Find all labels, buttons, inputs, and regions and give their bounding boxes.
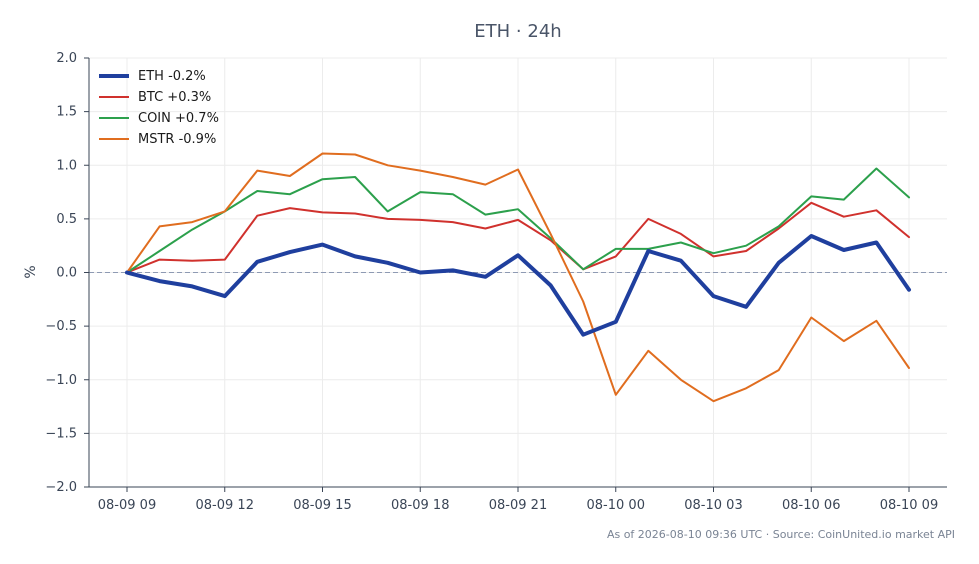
y-tick-label: −1.5 xyxy=(45,426,77,441)
x-tick-label: 08-09 09 xyxy=(98,498,156,513)
source-footer: As of 2026-08-10 09:36 UTC · Source: Coi… xyxy=(607,528,955,541)
x-tick-label: 08-10 00 xyxy=(587,498,645,513)
chart-title: ETH · 24h xyxy=(474,21,561,42)
legend: ETH -0.2% BTC +0.3% COIN +0.7% MSTR -0.9% xyxy=(99,69,219,147)
y-tick-label: 2.0 xyxy=(56,51,77,66)
legend-label: COIN +0.7% xyxy=(138,111,219,126)
y-tick-label: −0.5 xyxy=(45,319,77,334)
x-tick-label: 08-09 18 xyxy=(391,498,449,513)
y-tick-label: 0.5 xyxy=(56,212,77,227)
series-layer xyxy=(125,152,911,403)
y-tick-label: −1.0 xyxy=(45,373,77,388)
series-line-coin xyxy=(126,167,910,274)
y-tick-label: −2.0 xyxy=(45,480,77,495)
legend-label: MSTR -0.9% xyxy=(138,132,216,147)
x-tick-label: 08-10 06 xyxy=(782,498,840,513)
legend-label: BTC +0.3% xyxy=(138,90,211,105)
y-tick-label: 0.0 xyxy=(56,266,77,281)
y-axis-label: % xyxy=(23,265,39,278)
series-line-mstr xyxy=(126,152,910,403)
series-line-btc xyxy=(126,201,910,274)
x-tick-label: 08-09 21 xyxy=(489,498,547,513)
y-tick-label: 1.5 xyxy=(56,105,77,120)
x-tick-label: 08-09 15 xyxy=(293,498,351,513)
x-tick-label: 08-09 12 xyxy=(196,498,254,513)
x-tick-label: 08-10 03 xyxy=(684,498,742,513)
legend-label: ETH -0.2% xyxy=(138,69,206,84)
series-line-eth xyxy=(125,234,911,337)
axes-layer: −2.0 −1.5 −1.0 −0.5 0.0 0.5 1.0 1.5 2.0 08-09 09 0… xyxy=(45,51,947,513)
x-tick-label: 08-10 09 xyxy=(880,498,938,513)
y-tick-label: 1.0 xyxy=(56,158,77,173)
